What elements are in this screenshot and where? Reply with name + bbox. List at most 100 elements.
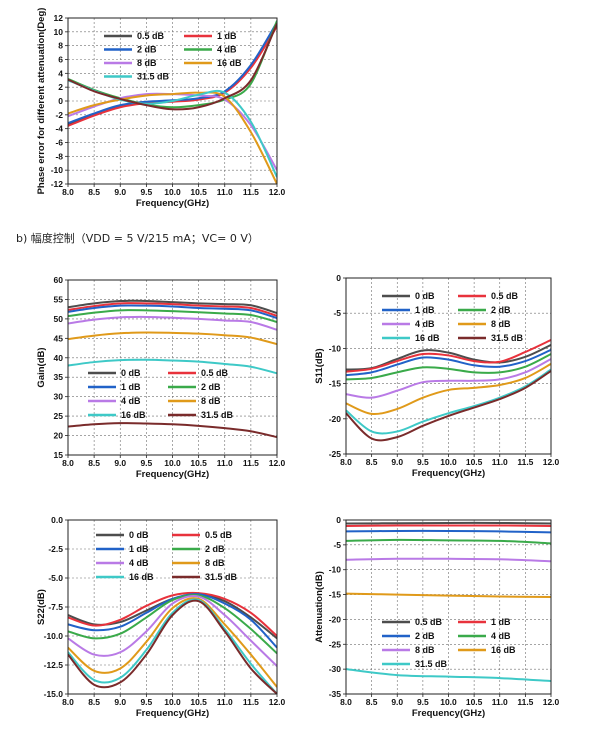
y-tick-label: 0 [58, 96, 63, 106]
chart-s11: 8.0 8.5 9.0 9.5 10.0 10.5 11.0 11.5 12.0 -25 -20 -1… [314, 273, 560, 479]
legend-label: 8 dB [415, 645, 435, 655]
series-line-2 [68, 304, 277, 320]
x-tick-label: 9.5 [140, 458, 152, 468]
series-line-5 [68, 331, 277, 346]
x-tick-label: 11.5 [517, 697, 533, 707]
y-tick-label: -20 [329, 614, 342, 624]
y-tick-label: 55 [54, 294, 64, 304]
y-tick-label: 6 [58, 55, 63, 65]
x-tick-label: 11.5 [243, 697, 259, 707]
x-tick-label: 10.0 [440, 457, 457, 467]
x-tick-label: 11.5 [243, 187, 259, 197]
y-tick-label: -25 [329, 639, 342, 649]
x-tick-label: 12.0 [543, 697, 560, 707]
x-tick-label: 10.0 [164, 697, 181, 707]
legend-label: 31.5 dB [415, 659, 448, 669]
x-tick-label: 9.5 [140, 187, 152, 197]
legend: 0.5 dB 1 dB 2 dB 4 dB 8 dB 16 dB 31.5 dB [382, 617, 516, 669]
x-tick-label: 11.5 [517, 457, 533, 467]
legend-label: 16 dB [491, 645, 516, 655]
x-tick-label: 8.0 [62, 187, 74, 197]
series-line-6 [68, 598, 277, 694]
x-tick-label: 9.5 [140, 697, 152, 707]
series-line-4 [68, 595, 277, 667]
x-tick-label: 8.5 [366, 457, 378, 467]
x-tick-label: 9.0 [114, 458, 126, 468]
series-line-0 [68, 299, 277, 315]
y-tick-label: 15 [54, 450, 64, 460]
chart-s22: 8.0 8.5 9.0 9.5 10.0 10.5 11.0 11.5 12.0 -15.0 -12… [36, 515, 286, 719]
x-axis-label: Frequency(GHz) [136, 708, 209, 719]
y-tick-label: 12 [54, 13, 64, 23]
legend-label: 4 dB [217, 45, 237, 55]
series-line-1 [346, 524, 551, 527]
y-tick-label: -10 [329, 565, 342, 575]
x-tick-label: 12.0 [543, 457, 560, 467]
x-tick-label: 8.0 [62, 697, 74, 707]
y-tick-label: -10.0 [44, 631, 64, 641]
y-tick-label: -12.5 [44, 660, 64, 670]
y-tick-label: -15 [329, 379, 342, 389]
legend-label: 16 dB [415, 333, 440, 343]
y-tick-label: -15 [329, 590, 342, 600]
legend-label: 0 dB [121, 368, 141, 378]
chart-atten: 8.0 8.5 9.0 9.5 10.0 10.5 11.0 11.5 12.0 -35 -30 -2… [314, 515, 560, 719]
chart-gain: 8.0 8.5 9.0 9.5 10.0 10.5 11.0 11.5 12.0 15 20 25 30… [36, 275, 286, 480]
legend-label: 0.5 dB [415, 617, 443, 627]
y-tick-label: 4 [58, 68, 63, 78]
legend-label: 1 dB [491, 617, 511, 627]
series-line-0 [346, 521, 551, 525]
series-line-3 [68, 309, 277, 323]
series-line-3 [68, 594, 277, 655]
y-axis-label: S11(dB) [314, 348, 325, 383]
legend-label: 4 dB [491, 631, 511, 641]
series-group [68, 591, 277, 694]
x-tick-label: 8.0 [62, 458, 74, 468]
x-tick-label: 9.5 [417, 697, 429, 707]
y-tick-label: -20 [329, 414, 342, 424]
legend-label: 1 dB [121, 382, 141, 392]
x-tick-label: 10.5 [466, 457, 483, 467]
y-tick-label: 35 [54, 372, 64, 382]
y-tick-label: 60 [54, 275, 64, 285]
y-tick-label: -7.5 [48, 602, 63, 612]
series-group [68, 20, 277, 184]
x-tick-label: 10.5 [466, 697, 483, 707]
y-tick-label: -5 [333, 540, 341, 550]
series-line-2 [346, 529, 551, 534]
series-line-5 [68, 597, 277, 688]
x-tick-label: 10.5 [190, 187, 207, 197]
series-line-7 [68, 422, 277, 439]
y-tick-label: -6 [55, 138, 63, 148]
legend-label: 1 dB [217, 31, 237, 41]
legend-label: 8 dB [205, 558, 225, 568]
x-tick-label: 8.5 [88, 458, 100, 468]
series-group [68, 299, 277, 439]
y-tick-label: -8 [55, 151, 63, 161]
legend-label: 16 dB [121, 410, 146, 420]
legend-label: 0.5 dB [491, 291, 519, 301]
legend-label: 4 dB [129, 558, 149, 568]
series-line-3 [346, 353, 551, 381]
series-line-6 [346, 668, 551, 683]
legend-label: 0.5 dB [205, 530, 233, 540]
y-tick-label: 0 [336, 273, 341, 283]
legend-label: 2 dB [205, 544, 225, 554]
y-tick-label: 10 [54, 27, 64, 37]
y-tick-label: -2 [55, 110, 63, 120]
y-axis-label: Attenuation(dB) [314, 571, 325, 643]
x-tick-label: 10.0 [440, 697, 457, 707]
series-line-2 [346, 348, 551, 377]
y-tick-label: 2 [58, 82, 63, 92]
y-tick-label: -5 [333, 308, 341, 318]
y-axis-label: S22(dB) [36, 589, 47, 625]
series-line-1 [68, 302, 277, 317]
x-tick-label: 9.0 [391, 697, 403, 707]
x-tick-label: 9.5 [417, 457, 429, 467]
series-line-5 [68, 91, 277, 184]
x-tick-label: 9.0 [114, 187, 126, 197]
legend-label: 16 dB [129, 572, 154, 582]
x-tick-label: 8.5 [88, 187, 100, 197]
y-tick-label: 45 [54, 333, 64, 343]
